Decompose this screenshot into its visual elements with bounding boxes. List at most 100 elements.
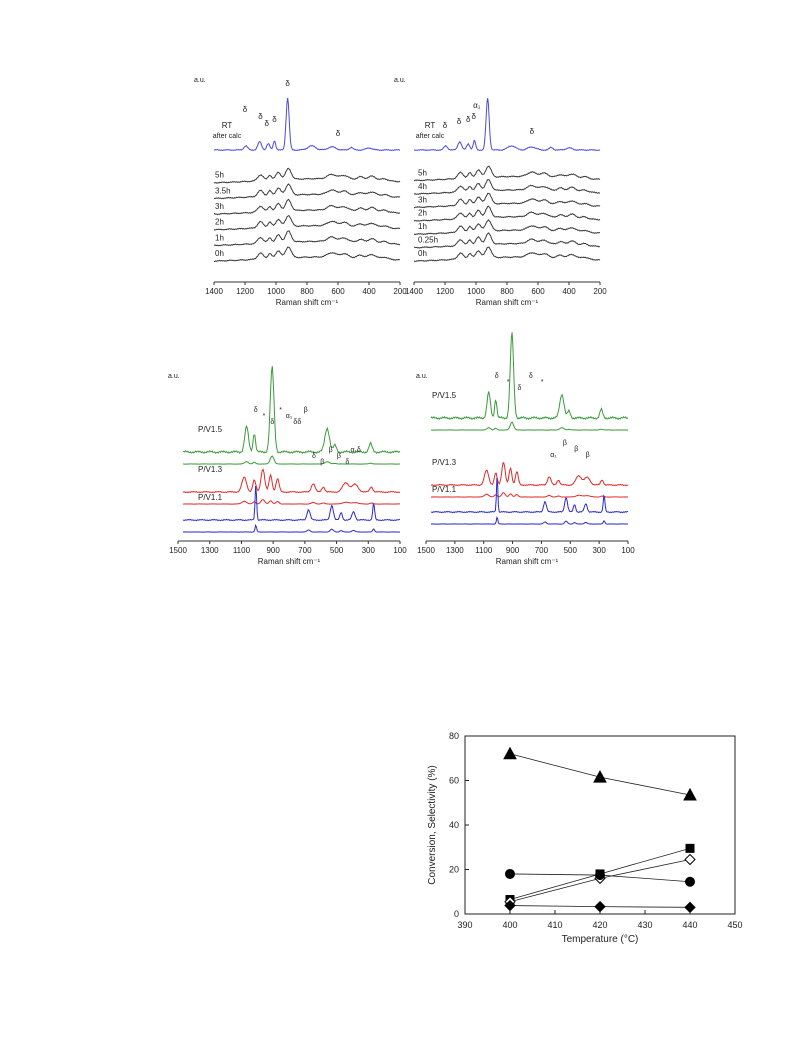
x-axis-title: Raman shift cm⁻¹ — [476, 298, 539, 307]
peak-annotation: δ — [471, 112, 476, 121]
peak-annotation: δ — [495, 373, 499, 380]
data-point-square — [685, 843, 695, 853]
peak-annotation: * — [507, 379, 510, 386]
spectrum-line — [214, 246, 401, 262]
x-tick-label: 500 — [564, 546, 578, 555]
spectrum-line — [182, 499, 401, 505]
series-label: 3h — [215, 202, 224, 211]
x-tick-label: 900 — [266, 546, 280, 555]
peak-annotation: * — [279, 407, 282, 414]
x-tick-label: 1100 — [475, 546, 493, 555]
x-tick-label: 500 — [330, 546, 344, 555]
x-tick-label: 100 — [621, 546, 635, 555]
series-label: 4h — [418, 182, 427, 191]
y-unit-label: a.u. — [194, 77, 206, 84]
x-tick-label: 1100 — [233, 546, 251, 555]
series-label: 3.5h — [215, 186, 231, 195]
spectrum-line — [182, 468, 401, 494]
x-axis-title: Raman shift cm⁻¹ — [276, 298, 339, 307]
data-point-diamond — [684, 853, 696, 866]
peak-annotation: δ — [345, 459, 349, 466]
x-tick-label: 600 — [531, 287, 545, 296]
peak-annotation: β — [337, 453, 341, 460]
spectrum-line — [213, 215, 401, 231]
y-unit-label: a.u. — [168, 373, 180, 380]
x-tick-label: 1000 — [267, 287, 285, 296]
x-tick-label: 800 — [500, 287, 514, 296]
series-label: P/V1.1 — [432, 485, 457, 494]
peak-annotation: δ — [529, 373, 533, 380]
x-tick-label: 300 — [362, 546, 376, 555]
data-point-triangle — [503, 746, 517, 760]
y-tick-label: 40 — [449, 820, 459, 830]
plot-frame — [464, 735, 736, 915]
series-label: P/V1.5 — [198, 425, 223, 434]
x-tick-label: 440 — [682, 920, 697, 930]
spectrum-line — [182, 485, 401, 522]
x-tick-label: 450 — [727, 920, 742, 930]
peak-annotation: α₁ — [473, 101, 481, 110]
spectrum-line — [430, 421, 629, 431]
x-tick-label: 390 — [457, 920, 472, 930]
data-point-triangle — [683, 787, 697, 801]
series-label: 2h — [418, 209, 427, 218]
x-tick-label: 700 — [535, 546, 549, 555]
series-label: 5h — [215, 171, 224, 180]
series-label: P/V1.3 — [432, 458, 457, 467]
series-label: RT — [222, 121, 233, 130]
x-tick-label: 400 — [362, 287, 376, 296]
peak-annotation: δ — [312, 453, 316, 460]
y-tick-label: 20 — [449, 865, 459, 875]
series-label: 0.25h — [418, 236, 438, 245]
spectrum-line — [183, 455, 401, 465]
spectrum-line — [213, 230, 401, 247]
series-label: after calc — [416, 133, 445, 140]
spectrum-line — [413, 246, 601, 263]
series-label: RT — [425, 121, 436, 130]
y-unit-label: a.u. — [394, 77, 406, 84]
x-tick-label: 410 — [547, 920, 562, 930]
data-point-triangle — [593, 770, 607, 783]
spectrum-line — [430, 516, 629, 525]
panel-bottom: 390 400 410 420 430 440 450 0 20 40 60 80 Temperatur… — [427, 731, 743, 945]
x-axis-title: Raman shift cm⁻¹ — [258, 557, 321, 566]
spectrum-line — [430, 492, 629, 498]
peak-annotation: β — [329, 447, 333, 454]
x-tick-label: 1000 — [467, 287, 485, 296]
data-point-circle — [505, 868, 515, 879]
spectrum-line — [413, 232, 601, 249]
peak-annotation: β — [304, 407, 308, 414]
peak-annotation: δ — [272, 115, 277, 124]
peak-annotation: δ — [264, 119, 269, 128]
spectrum-line — [430, 477, 629, 514]
spectrum-line — [413, 219, 601, 236]
peak-annotation: δ — [243, 105, 248, 114]
x-tick-label: 1200 — [236, 287, 254, 296]
x-tick-label: 300 — [592, 546, 606, 555]
spectrum-line — [413, 179, 601, 196]
peak-annotation: δ — [530, 127, 535, 136]
x-tick-label: 700 — [298, 546, 312, 555]
peak-annotation: β — [563, 440, 567, 447]
x-tick-label: 1500 — [169, 546, 187, 555]
peak-annotation: δ — [336, 129, 341, 138]
x-axis-title: Raman shift cm⁻¹ — [496, 557, 559, 566]
x-tick-label: 600 — [331, 287, 345, 296]
peak-annotation: α₁ — [286, 413, 293, 420]
x-tick-label: 430 — [637, 920, 652, 930]
x-tick-label: 1300 — [201, 546, 219, 555]
data-point-diamond — [504, 899, 516, 912]
x-tick-label: 1400 — [205, 287, 223, 296]
spectrum-line — [183, 523, 400, 533]
x-tick-label: 1200 — [436, 287, 454, 296]
spectrum-line — [413, 192, 601, 209]
spectrum-line — [213, 183, 401, 200]
spectrum-line — [213, 167, 401, 184]
spectrum-line — [182, 366, 401, 454]
peak-annotation: * — [263, 413, 266, 420]
peak-annotation: β — [586, 452, 590, 459]
peak-annotation: δ — [285, 79, 290, 88]
series-label: 0h — [215, 249, 224, 258]
